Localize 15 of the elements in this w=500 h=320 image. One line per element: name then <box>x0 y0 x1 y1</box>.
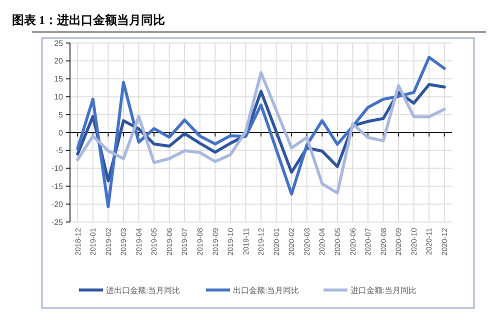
y-tick-label: -10 <box>51 164 64 174</box>
y-tick-label: 5 <box>58 110 64 120</box>
y-tick-label: -25 <box>51 218 64 227</box>
y-tick-label: 15 <box>54 74 64 84</box>
y-tick-label: 10 <box>54 92 64 102</box>
y-tick-label: -20 <box>51 200 64 209</box>
y-tick-label: 25 <box>54 38 64 48</box>
y-tick-label: 0 <box>58 128 64 138</box>
y-tick-label: -5 <box>56 146 64 156</box>
y-tick-label: -15 <box>51 182 64 191</box>
legend-label: 出口金额:当月同比 <box>233 286 300 295</box>
legend-label: 进口金额:当月同比 <box>350 286 417 295</box>
chart-title: 图表 1：进出口金额当月同比 <box>12 13 165 27</box>
legend-label: 进出口金额:当月同比 <box>106 286 180 295</box>
y-tick-label: 20 <box>54 56 64 66</box>
